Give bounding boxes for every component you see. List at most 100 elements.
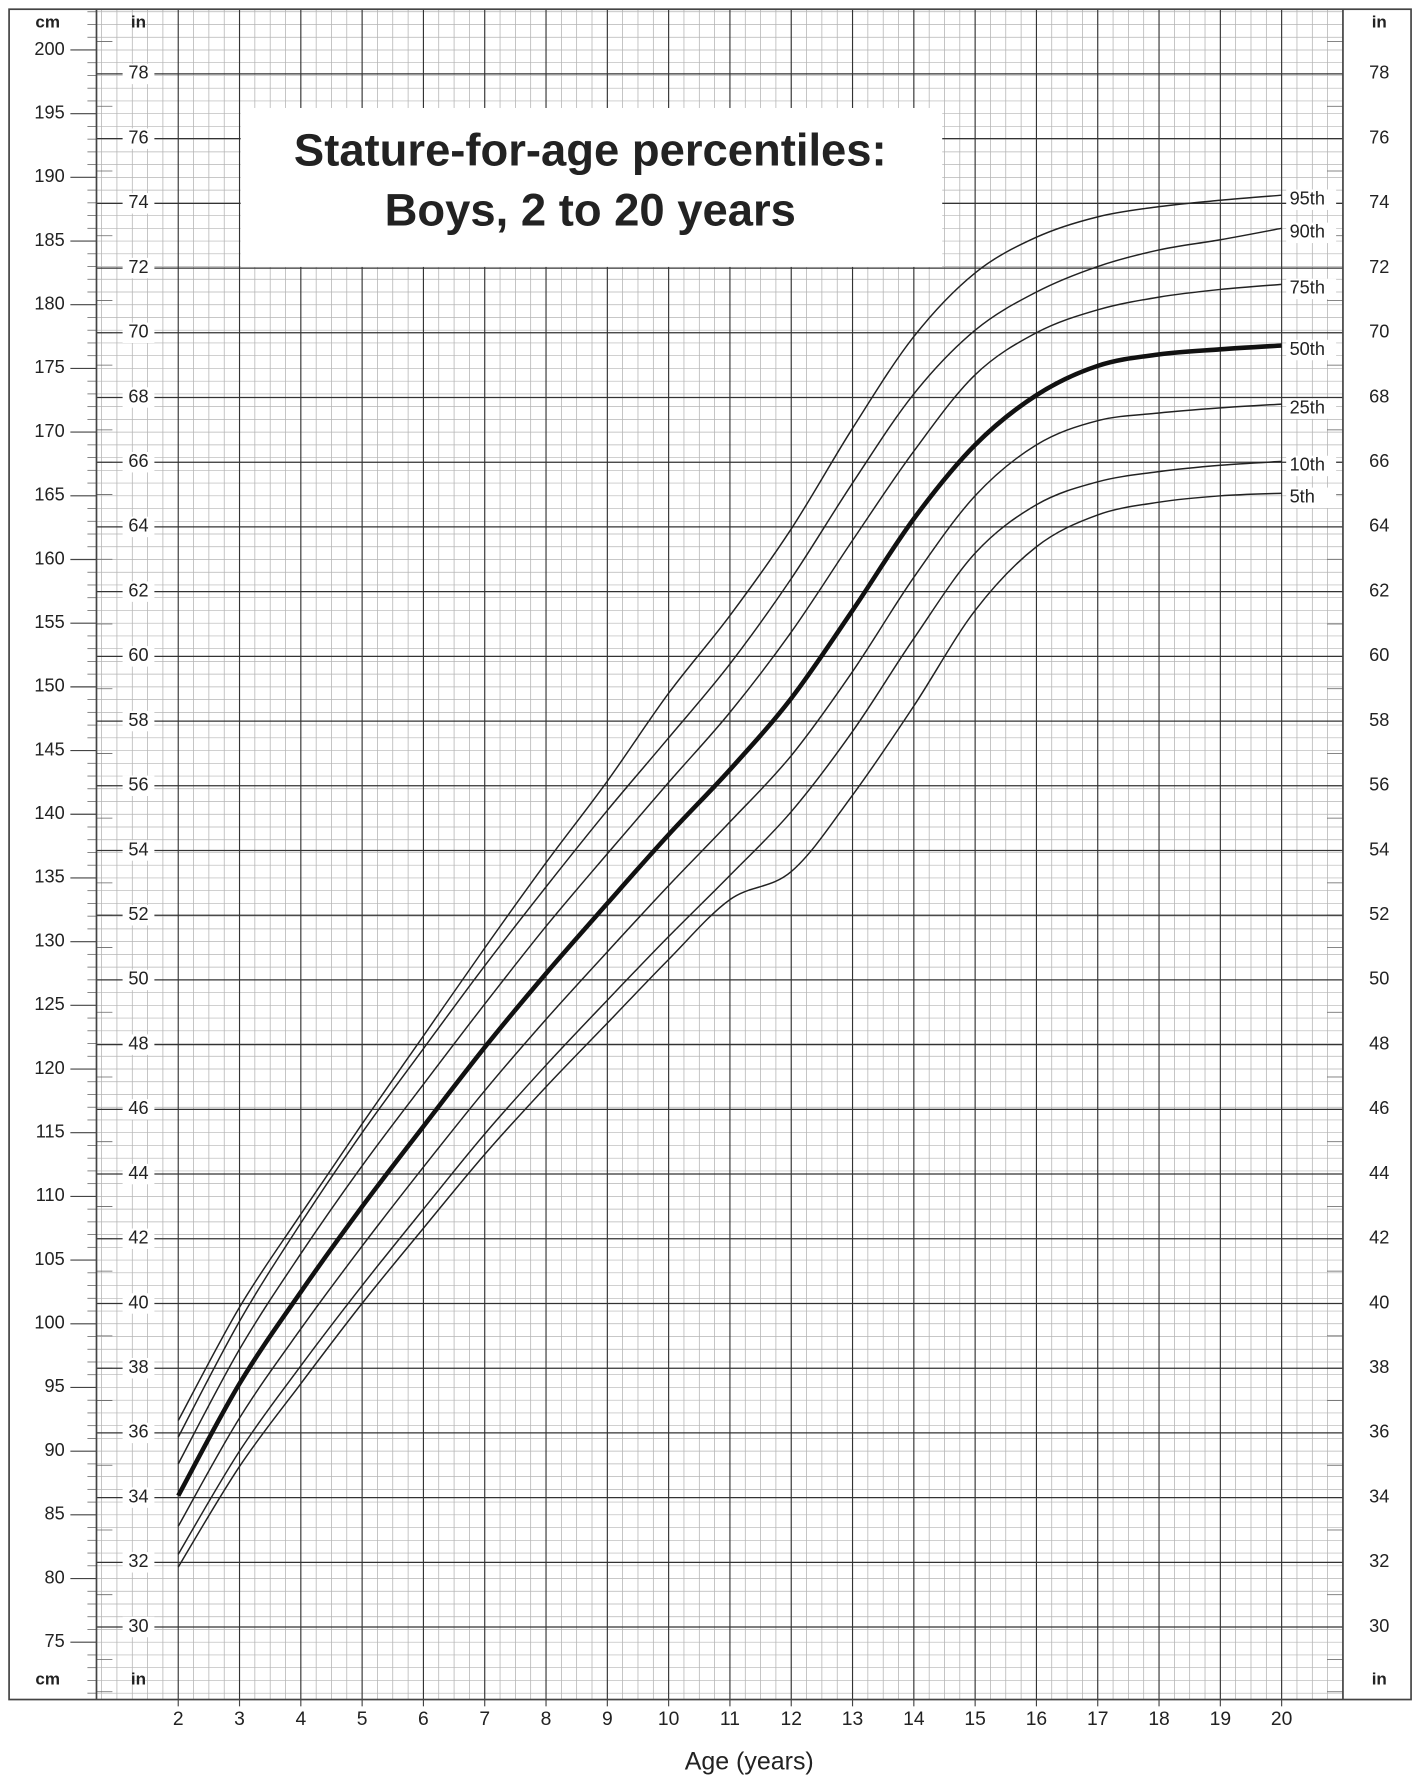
y2-tick-label: 38 (1369, 1357, 1389, 1377)
y-tick-label: 155 (34, 612, 64, 632)
y2-tick-label: 76 (128, 127, 148, 147)
y-tick-label: 180 (34, 294, 64, 314)
y2-tick-label: 40 (128, 1292, 148, 1312)
y2-tick-label: 56 (128, 775, 148, 795)
y-tick-label: 140 (34, 803, 64, 823)
y-tick-label: 200 (34, 39, 64, 59)
x-tick-label: 2 (173, 1709, 184, 1730)
x-tick-label: 8 (541, 1709, 552, 1730)
y-tick-label: 90 (45, 1440, 65, 1460)
legend-label: 50th (1290, 339, 1325, 359)
x-axis-label: Age (years) (685, 1748, 814, 1776)
y-tick-label: 85 (45, 1504, 65, 1524)
x-tick-label: 19 (1210, 1709, 1231, 1730)
x-tick-label: 7 (479, 1709, 490, 1730)
chart: Stature-for-age percentiles: Boys, 2 to … (0, 0, 1419, 1778)
y-tick-label: 190 (34, 166, 64, 186)
y2-tick-label: 44 (128, 1163, 148, 1183)
x-tick-label: 15 (964, 1709, 985, 1730)
y2-tick-label: 52 (1369, 904, 1389, 924)
legend-label: 75th (1290, 278, 1325, 298)
y2-tick-label: 48 (1369, 1033, 1389, 1053)
x-tick-label: 10 (658, 1709, 679, 1730)
y-tick-label: 100 (34, 1313, 64, 1333)
y2-tick-label: 60 (128, 645, 148, 665)
y2-tick-label: 42 (1369, 1228, 1389, 1248)
y2-unit: in (131, 12, 146, 31)
y-tick-label: 185 (34, 230, 64, 250)
x-tick-label: 6 (418, 1709, 429, 1730)
y2-tick-label: 50 (128, 969, 148, 989)
y2-tick-label: 54 (1369, 839, 1389, 859)
y-tick-label: 95 (45, 1376, 65, 1396)
y2-tick-label: 70 (1369, 322, 1389, 342)
y2-tick-label: 58 (128, 710, 148, 730)
y2-tick-label: 46 (1369, 1098, 1389, 1118)
y2-tick-label: 78 (1369, 63, 1389, 83)
y-tick-label: 115 (36, 1121, 65, 1141)
y-tick-label: 165 (34, 485, 64, 505)
y-tick-label: 130 (34, 930, 64, 950)
y2-tick-label: 48 (128, 1033, 148, 1053)
y2-tick-label: 60 (1369, 645, 1389, 665)
y2-tick-label: 34 (128, 1486, 148, 1506)
y2-tick-label: 52 (128, 904, 148, 924)
y-unit: cm (35, 12, 60, 31)
y2-tick-label: 74 (128, 192, 148, 212)
y-tick-label: 195 (34, 102, 64, 122)
y2-unit: in (1372, 12, 1387, 31)
y-tick-label: 110 (36, 1185, 65, 1205)
y2-unit: in (131, 1670, 146, 1689)
y2-tick-label: 64 (1369, 516, 1389, 536)
y2-tick-label: 38 (128, 1357, 148, 1377)
x-tick-label: 11 (720, 1709, 740, 1730)
y2-tick-label: 72 (1369, 257, 1389, 277)
x-tick-label: 9 (602, 1709, 613, 1730)
y-tick-label: 175 (34, 357, 64, 377)
chart-title: Stature-for-age percentiles: (294, 124, 887, 175)
x-tick-label: 14 (903, 1709, 925, 1730)
y2-tick-label: 66 (1369, 451, 1389, 471)
y2-tick-label: 40 (1369, 1292, 1389, 1312)
x-tick-label: 18 (1148, 1709, 1169, 1730)
y2-tick-label: 70 (128, 322, 148, 342)
x-tick-label: 13 (842, 1709, 863, 1730)
legend-label: 90th (1290, 222, 1325, 242)
y-tick-label: 80 (45, 1567, 65, 1587)
y2-tick-label: 34 (1369, 1486, 1389, 1506)
y2-tick-label: 32 (128, 1551, 148, 1571)
y-tick-label: 160 (34, 548, 64, 568)
y2-tick-label: 32 (1369, 1551, 1389, 1571)
y-tick-label: 135 (34, 867, 64, 887)
y2-tick-label: 68 (128, 386, 148, 406)
y-tick-label: 170 (34, 421, 64, 441)
x-tick-label: 17 (1087, 1709, 1108, 1730)
legend-label: 10th (1290, 455, 1325, 475)
y2-unit: in (1372, 1670, 1387, 1689)
y2-tick-label: 72 (128, 257, 148, 277)
legend-label: 25th (1290, 397, 1325, 417)
y2-tick-label: 30 (128, 1616, 148, 1636)
y2-tick-label: 68 (1369, 386, 1389, 406)
y2-tick-label: 44 (1369, 1163, 1389, 1183)
x-tick-label: 16 (1026, 1709, 1047, 1730)
y2-tick-label: 46 (128, 1098, 148, 1118)
chart-subtitle: Boys, 2 to 20 years (385, 185, 796, 236)
y2-tick-label: 78 (128, 63, 148, 83)
x-tick-label: 3 (234, 1709, 245, 1730)
x-tick-label: 12 (781, 1709, 802, 1730)
y2-tick-label: 66 (128, 451, 148, 471)
y2-tick-label: 74 (1369, 192, 1389, 212)
y-tick-label: 150 (34, 676, 64, 696)
y-tick-label: 145 (34, 739, 64, 759)
legend-label: 5th (1290, 487, 1315, 507)
y2-tick-label: 76 (1369, 127, 1389, 147)
legend-label: 95th (1290, 189, 1325, 209)
y2-tick-label: 54 (128, 839, 148, 859)
y-tick-label: 125 (34, 994, 64, 1014)
x-tick-label: 4 (295, 1709, 306, 1730)
y-tick-label: 75 (45, 1631, 65, 1651)
y2-tick-label: 58 (1369, 710, 1389, 730)
y2-tick-label: 64 (128, 516, 148, 536)
y2-tick-label: 56 (1369, 775, 1389, 795)
